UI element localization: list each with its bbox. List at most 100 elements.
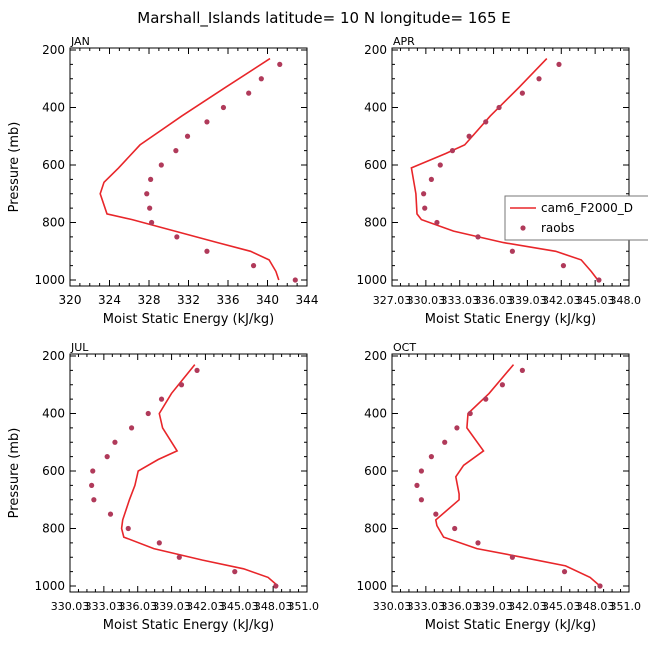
obs-point bbox=[204, 248, 210, 254]
obs-point bbox=[232, 569, 238, 575]
series-group bbox=[410, 58, 602, 283]
x-tick-label: 336.03 bbox=[118, 600, 157, 613]
obs-point bbox=[519, 367, 525, 373]
obs-point bbox=[277, 61, 283, 67]
panel-jan: JAN 200 400 600 800 1000 320 324 328 332 336 340 344… bbox=[7, 35, 318, 327]
obs-point bbox=[90, 468, 96, 474]
obs-point bbox=[89, 482, 95, 488]
obs-point bbox=[156, 540, 162, 546]
obs-point bbox=[467, 410, 473, 417]
y-tick-label: 400 bbox=[42, 101, 65, 115]
obs-point bbox=[483, 396, 489, 402]
y-tick-label: 400 bbox=[42, 407, 65, 421]
x-axis-label: Moist Static Energy (kJ/kg) bbox=[103, 618, 274, 633]
obs-point bbox=[128, 425, 135, 431]
obs-point bbox=[437, 162, 443, 168]
obs-point bbox=[144, 191, 150, 197]
obs-point bbox=[449, 148, 456, 154]
obs-point bbox=[147, 205, 153, 211]
x-tick-label: 345.03 bbox=[576, 294, 615, 307]
obs-point bbox=[561, 569, 568, 575]
obs-point bbox=[422, 205, 428, 211]
y-axis-label: Pressure (mb) bbox=[7, 122, 22, 213]
obs-point bbox=[246, 90, 252, 96]
model-line bbox=[99, 57, 280, 281]
obs-point bbox=[433, 511, 439, 517]
y-tick-label: 400 bbox=[364, 407, 387, 421]
obs-point bbox=[418, 497, 425, 503]
obs-point bbox=[597, 583, 603, 589]
y-tick-label: 200 bbox=[364, 349, 387, 363]
obs-point bbox=[292, 277, 298, 283]
x-tick-label: 336.03 bbox=[474, 294, 513, 307]
y-tick-label: 200 bbox=[42, 349, 65, 363]
obs-point bbox=[250, 263, 257, 269]
obs-point bbox=[176, 554, 182, 560]
x-tick-label: 348.03 bbox=[576, 600, 615, 613]
obs-point bbox=[434, 219, 440, 226]
series-group bbox=[99, 57, 298, 283]
obs-point bbox=[414, 482, 420, 488]
obs-point bbox=[483, 119, 489, 125]
panel-oct: OCT 200 400 600 800 1000 330.03333.03336.03339… bbox=[356, 341, 641, 633]
y-tick-label: 800 bbox=[42, 216, 65, 230]
x-tick-label: 344 bbox=[296, 293, 319, 307]
y-tick-label: 1000 bbox=[34, 579, 65, 593]
obs-point bbox=[149, 219, 155, 226]
obs-point bbox=[496, 104, 502, 111]
x-tick-label: 336.03 bbox=[440, 600, 479, 613]
x-tick-label: 348.03 bbox=[254, 600, 293, 613]
legend-model-label: cam6_F2000_D bbox=[541, 201, 633, 215]
obs-point bbox=[452, 525, 458, 532]
x-tick-label: 340 bbox=[256, 293, 279, 307]
obs-point bbox=[158, 396, 165, 402]
figure-title: Marshall_Islands latitude= 10 N longitud… bbox=[137, 9, 510, 28]
obs-point bbox=[499, 382, 506, 388]
obs-point bbox=[220, 104, 227, 111]
x-tick-label: 333.03 bbox=[85, 600, 124, 613]
y-tick-label: 800 bbox=[364, 522, 387, 536]
x-tick-label: 351.0 bbox=[610, 600, 642, 613]
obs-point bbox=[475, 540, 481, 546]
model-line bbox=[120, 364, 279, 587]
x-tick-label: 333.03 bbox=[440, 294, 479, 307]
obs-point bbox=[173, 148, 179, 154]
obs-point bbox=[509, 554, 515, 560]
obs-point bbox=[112, 439, 118, 445]
x-axis-label: Moist Static Energy (kJ/kg) bbox=[425, 618, 596, 633]
y-tick-label: 1000 bbox=[34, 273, 65, 287]
x-tick-label: 332 bbox=[177, 293, 200, 307]
obs-point bbox=[442, 439, 448, 445]
legend-obs-label: raobs bbox=[541, 221, 575, 235]
y-tick-label: 400 bbox=[364, 101, 387, 115]
x-tick-label: 324 bbox=[98, 293, 121, 307]
obs-point bbox=[475, 234, 481, 240]
x-axis-label: Moist Static Energy (kJ/kg) bbox=[425, 312, 596, 327]
x-tick-label: 345.03 bbox=[220, 600, 259, 613]
legend-box bbox=[504, 195, 648, 241]
obs-point bbox=[174, 234, 180, 240]
obs-point bbox=[421, 191, 427, 197]
y-tick-label: 600 bbox=[364, 158, 387, 172]
obs-point bbox=[418, 468, 425, 474]
x-tick-label: 351.0 bbox=[288, 600, 320, 613]
legend-dot-swatch bbox=[520, 225, 526, 231]
obs-point bbox=[454, 425, 460, 431]
obs-point bbox=[428, 454, 434, 460]
x-tick-label: 336 bbox=[217, 293, 240, 307]
x-tick-label: 342.03 bbox=[508, 600, 547, 613]
obs-point bbox=[194, 367, 200, 373]
y-tick-label: 200 bbox=[42, 43, 65, 57]
x-tick-label: 345.03 bbox=[542, 600, 581, 613]
obs-point bbox=[509, 248, 515, 254]
x-tick-label: 342.03 bbox=[542, 294, 581, 307]
y-axis-label: Pressure (mb) bbox=[7, 428, 22, 519]
panel-label: JAN bbox=[70, 35, 90, 48]
obs-point bbox=[204, 119, 210, 125]
obs-point bbox=[273, 583, 279, 589]
obs-point bbox=[184, 133, 191, 139]
y-tick-label: 600 bbox=[364, 464, 387, 478]
y-tick-label: 1000 bbox=[356, 579, 387, 593]
x-tick-label: 339.03 bbox=[152, 600, 191, 613]
